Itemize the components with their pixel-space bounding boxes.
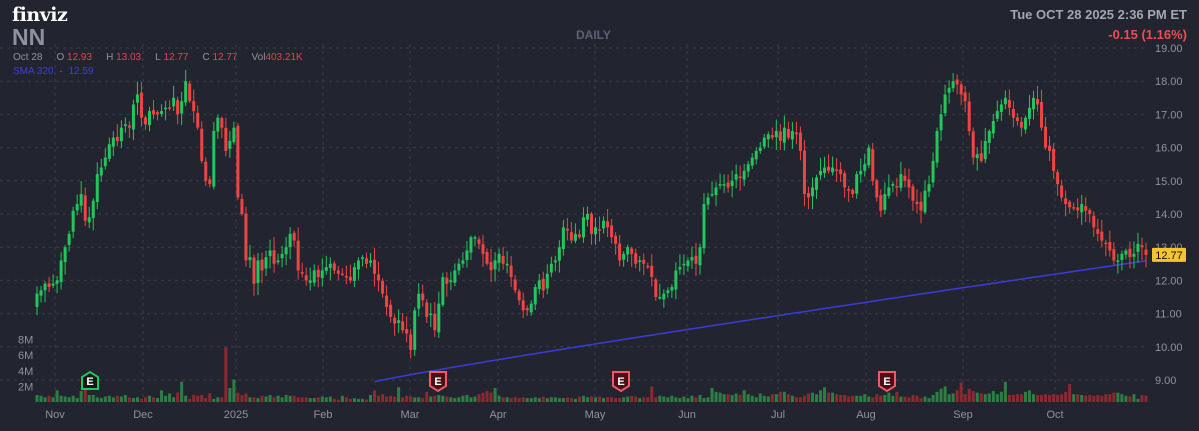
time-tick: Mar xyxy=(401,409,420,421)
earnings-label: E xyxy=(617,376,624,388)
price-tick: 17.00 xyxy=(1155,109,1183,121)
ohlc-legend: Oct 28 O 12.93 H 13.03 L 12.77 C 12.77 V… xyxy=(13,52,303,63)
price-tick: 19.00 xyxy=(1155,43,1183,55)
volume-bars xyxy=(35,347,1148,402)
earnings-label: E xyxy=(883,376,890,388)
price-tick: 14.00 xyxy=(1155,209,1183,221)
time-tick: Jun xyxy=(678,409,696,421)
earnings-marker[interactable]: E xyxy=(878,371,896,393)
time-tick: Aug xyxy=(856,409,876,421)
earnings-label: E xyxy=(86,376,93,388)
svg-text:12.77: 12.77 xyxy=(1155,250,1183,262)
time-tick: Feb xyxy=(314,409,333,421)
earnings-label: E xyxy=(434,376,441,388)
ohlc-high: H 13.03 xyxy=(106,52,142,63)
time-tick: Oct xyxy=(1046,409,1063,421)
ohlc-close: C 12.77 xyxy=(202,52,238,63)
volume-tick: 2M xyxy=(18,381,33,393)
price-tick: 9.00 xyxy=(1155,375,1176,387)
price-axis[interactable]: 19.0018.0017.0016.0015.0014.0013.0012.00… xyxy=(1155,43,1183,387)
candlesticks xyxy=(35,69,1148,359)
price-change: -0.15 (1.16%) xyxy=(1108,27,1187,42)
ohlc-open: O 12.93 xyxy=(56,52,93,63)
last-price-tag: 12.77 xyxy=(1152,247,1186,262)
time-tick: Sep xyxy=(953,409,973,421)
earnings-marker[interactable]: E xyxy=(429,371,447,393)
period-label: DAILY xyxy=(576,28,611,42)
earnings-marker[interactable]: E xyxy=(612,371,630,393)
earnings-marker[interactable]: E xyxy=(81,370,99,390)
price-tick: 11.00 xyxy=(1155,309,1182,321)
price-tick: 18.00 xyxy=(1155,76,1183,88)
ohlc-date: Oct 28 xyxy=(13,52,43,63)
time-tick: Jul xyxy=(771,409,785,421)
time-axis[interactable]: Nov Dec 2025 Feb Mar Apr May Jun Jul Aug Sep Oct xyxy=(45,409,1063,421)
ticker-symbol: NN xyxy=(12,24,46,50)
volume-tick: 6M xyxy=(18,350,33,362)
volume-tick: 8M xyxy=(18,335,33,347)
ohlc-low: L 12.77 xyxy=(155,52,189,63)
price-tick: 10.00 xyxy=(1155,342,1183,354)
volume-tick: 4M xyxy=(18,366,33,378)
sma-legend[interactable]: SMA 320 · 12.59 xyxy=(13,66,94,77)
sma-line xyxy=(374,260,1147,383)
time-tick: Nov xyxy=(45,409,65,421)
price-tick: 15.00 xyxy=(1155,176,1183,188)
time-tick: Dec xyxy=(133,409,153,421)
ohlc-volume: Vol403.21K xyxy=(251,52,303,63)
price-tick: 12.00 xyxy=(1155,275,1183,287)
grid xyxy=(0,44,1146,402)
time-tick: Apr xyxy=(489,409,506,421)
price-tick: 16.00 xyxy=(1155,143,1183,155)
time-tick: 2025 xyxy=(224,409,248,421)
datetime-label: Tue OCT 28 2025 2:36 PM ET xyxy=(1010,7,1187,22)
finviz-logo[interactable]: finviz xyxy=(12,4,68,26)
time-tick: May xyxy=(585,409,606,421)
